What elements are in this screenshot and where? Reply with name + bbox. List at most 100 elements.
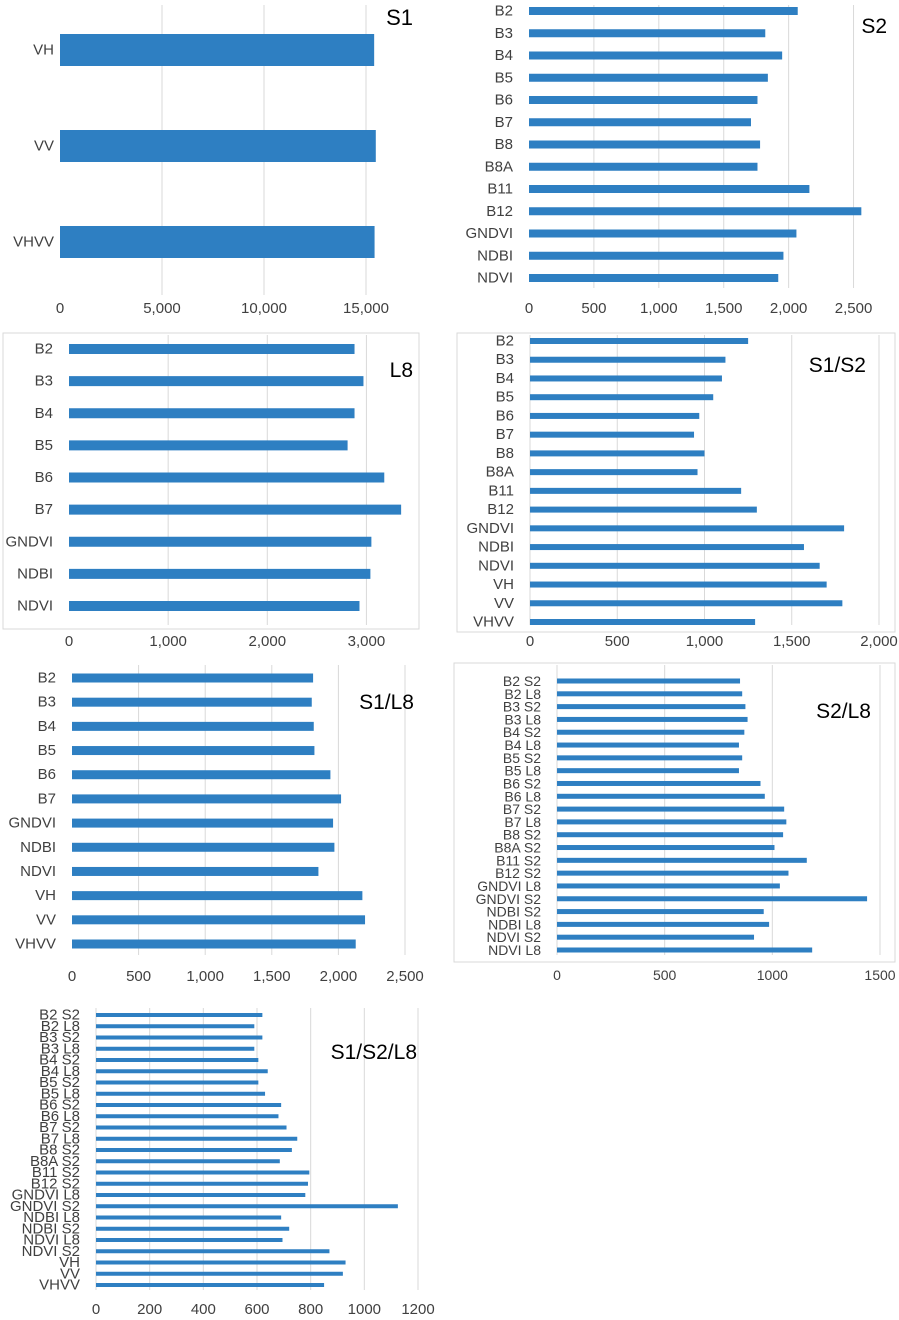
category-label: B8A [485, 158, 513, 175]
category-label: NDVI L8 [488, 942, 541, 958]
bar [557, 768, 739, 774]
category-label: B12 [486, 203, 513, 220]
bar [530, 600, 843, 607]
bar [60, 130, 376, 162]
category-label: B6 S2 [39, 1097, 80, 1114]
bar [557, 934, 755, 940]
bar [96, 1283, 325, 1287]
bar [96, 1148, 292, 1152]
x-tick-label: 1,000 [149, 633, 187, 650]
category-label: B12 [487, 501, 514, 518]
category-label: B7 [38, 790, 56, 807]
category-label: B6 [35, 469, 53, 486]
category-label: B4 [38, 718, 56, 735]
category-label: B11 S2 [32, 1164, 80, 1181]
x-tick-label: 2,000 [770, 300, 808, 317]
category-label: B3 S2 [39, 1029, 80, 1046]
category-label: NDVI [477, 270, 513, 287]
category-label: B2 [495, 3, 513, 20]
category-label: B4 [496, 370, 514, 387]
bar [69, 376, 364, 387]
category-label: B7 [496, 426, 514, 443]
x-tick-label: 1000 [348, 1301, 381, 1318]
bar [530, 619, 756, 625]
bar [529, 251, 784, 260]
x-tick-label: 600 [244, 1301, 269, 1318]
bar [69, 472, 385, 483]
x-tick-label: 800 [298, 1301, 323, 1318]
category-label: B12 S2 [495, 865, 541, 881]
bar [96, 1103, 282, 1107]
category-label: B11 S2 [496, 852, 541, 868]
bar [529, 229, 797, 238]
bar [96, 1024, 255, 1029]
category-label: NDBI [17, 565, 53, 582]
category-label: VH [493, 576, 514, 593]
bar [96, 1170, 310, 1175]
category-label: B12 S2 [31, 1175, 80, 1192]
category-label: VHVV [39, 1277, 80, 1294]
category-label: VH [35, 887, 56, 904]
category-label: NDBI S2 [22, 1220, 80, 1237]
category-label: B7 S2 [39, 1119, 80, 1136]
x-tick-label: 1200 [401, 1301, 434, 1318]
bar [557, 921, 770, 927]
bar [530, 562, 820, 569]
category-label: NDBI [20, 839, 56, 856]
x-tick-label: 0 [65, 633, 73, 650]
bar [96, 1136, 298, 1141]
bar [557, 742, 739, 748]
category-label: B5 [38, 742, 56, 759]
bar [96, 1226, 290, 1231]
chart-panel: B2B3B4B5B6B7B8B8AB11B12GNDVINDBINDVIVHVV… [456, 332, 898, 650]
category-label: B2 L8 [504, 686, 541, 702]
bar [96, 1238, 283, 1242]
category-label: GNDVI [465, 225, 513, 242]
bar [529, 140, 761, 149]
bar [530, 412, 700, 419]
bar [96, 1114, 279, 1119]
category-label: NDVI S2 [487, 929, 542, 945]
category-label: NDBI S2 [487, 904, 542, 920]
x-tick-label: 1000 [757, 967, 788, 983]
bar [69, 504, 402, 515]
x-tick-label: 1,500 [773, 633, 811, 650]
category-label: B5 [35, 437, 53, 454]
category-label: VHVV [473, 614, 514, 631]
category-label: B8 S2 [39, 1142, 80, 1159]
category-label: B5 S2 [503, 750, 541, 766]
category-label: VH [33, 42, 54, 59]
category-label: B7 [35, 501, 53, 518]
category-label: B11 [487, 181, 513, 198]
bar [557, 755, 743, 761]
bar [557, 896, 868, 902]
x-tick-label: 5,000 [143, 300, 181, 317]
category-label: NDBI L8 [488, 916, 541, 932]
bar [529, 118, 751, 127]
bar [60, 226, 375, 258]
x-tick-label: 1,000 [640, 300, 678, 317]
category-label: B4 L8 [41, 1063, 80, 1080]
bar [96, 1069, 268, 1074]
bar [529, 162, 758, 171]
category-label: GNDVI [5, 533, 53, 550]
bar [96, 1091, 266, 1096]
bar [96, 1215, 282, 1220]
bar [530, 375, 722, 382]
category-label: GNDVI S2 [10, 1198, 80, 1215]
bar [72, 794, 342, 804]
bar [69, 601, 360, 611]
bar [96, 1035, 263, 1040]
panel-frame [456, 332, 896, 633]
x-tick-label: 10,000 [241, 300, 287, 317]
x-tick-label: 0 [68, 968, 76, 985]
category-label: VV [494, 595, 514, 612]
category-label: B6 L8 [504, 788, 541, 804]
bar [96, 1249, 330, 1254]
bar [69, 408, 355, 419]
category-label: VHVV [13, 234, 54, 251]
